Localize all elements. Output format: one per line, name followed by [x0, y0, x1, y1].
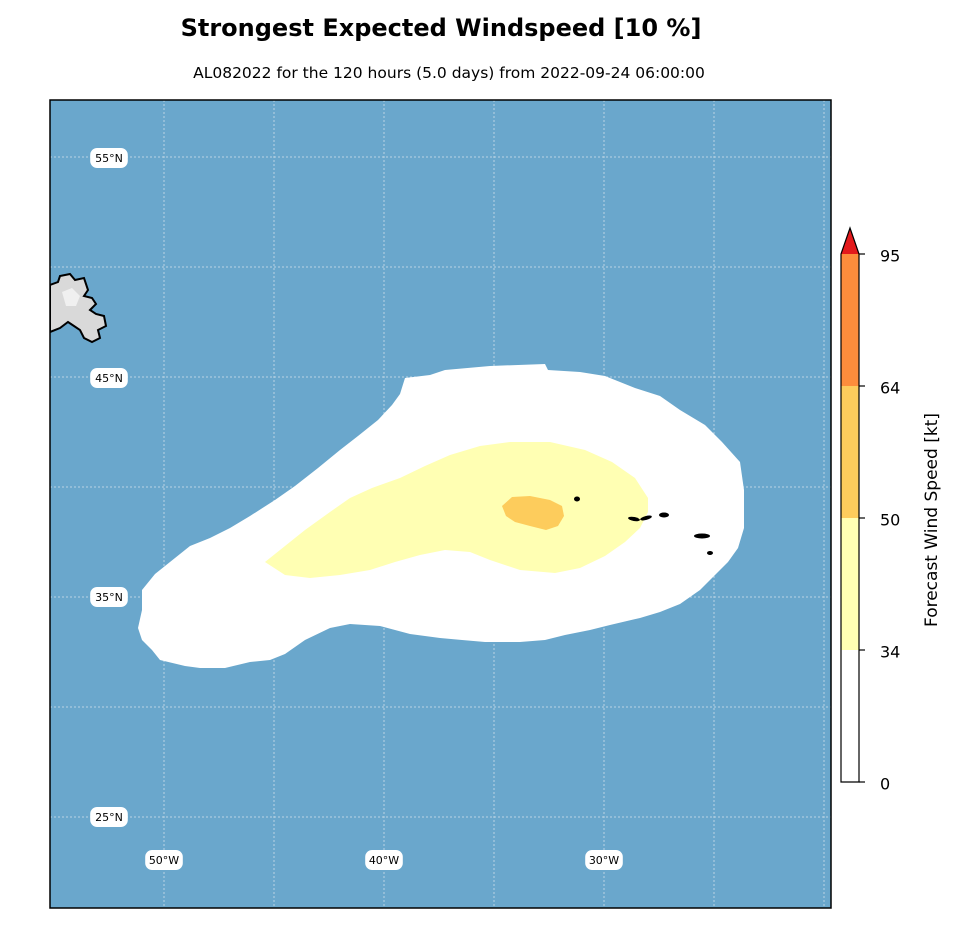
colorbar-extend-arrow — [841, 228, 859, 254]
colorbar-tick-marks — [859, 253, 865, 783]
wind-region-50-64kt — [502, 496, 564, 530]
svg-text:45°N: 45°N — [95, 372, 123, 385]
colorbar-tick-0: 0 — [880, 774, 891, 794]
colorbar-band-0-34 — [841, 650, 859, 782]
svg-text:40°W: 40°W — [369, 854, 399, 867]
colorbar-tick-50: 50 — [880, 510, 901, 530]
colorbar-outline — [840, 226, 860, 783]
svg-text:25°N: 25°N — [95, 811, 123, 824]
lat-label-45N: 45°N — [90, 368, 128, 388]
chart-title: Strongest Expected Windspeed [10 %] — [180, 14, 702, 42]
lon-label-50W: 50°W — [145, 850, 183, 870]
lat-label-25N: 25°N — [90, 807, 128, 827]
colorbar-band-50-64 — [841, 386, 859, 518]
lat-label-35N: 35°N — [90, 587, 128, 607]
colorbar-band-64-95 — [841, 254, 859, 386]
colorbar-tick-64: 64 — [880, 378, 901, 398]
colorbar-band-34-50 — [841, 518, 859, 650]
longitude-labels: 50°W 40°W 30°W — [145, 850, 623, 870]
lon-label-40W: 40°W — [365, 850, 403, 870]
lon-label-30W: 30°W — [585, 850, 623, 870]
svg-text:30°W: 30°W — [589, 854, 619, 867]
svg-text:35°N: 35°N — [95, 591, 123, 604]
latitude-labels: 55°N 45°N 35°N 25°N — [90, 148, 128, 827]
newfoundland-land — [50, 272, 108, 344]
svg-text:55°N: 55°N — [95, 152, 123, 165]
wind-region-34-50kt — [265, 442, 648, 578]
colorbar-tick-34: 34 — [880, 642, 901, 662]
colorbar-tick-95: 95 — [880, 246, 901, 266]
svg-text:50°W: 50°W — [149, 854, 179, 867]
colorbar — [840, 226, 865, 783]
map-frame — [49, 99, 832, 909]
chart-subtitle: AL082022 for the 120 hours (5.0 days) fr… — [193, 64, 705, 82]
lat-label-55N: 55°N — [90, 148, 128, 168]
azores-islands — [574, 496, 713, 555]
colorbar-label: Forecast Wind Speed [kt] — [922, 413, 942, 627]
